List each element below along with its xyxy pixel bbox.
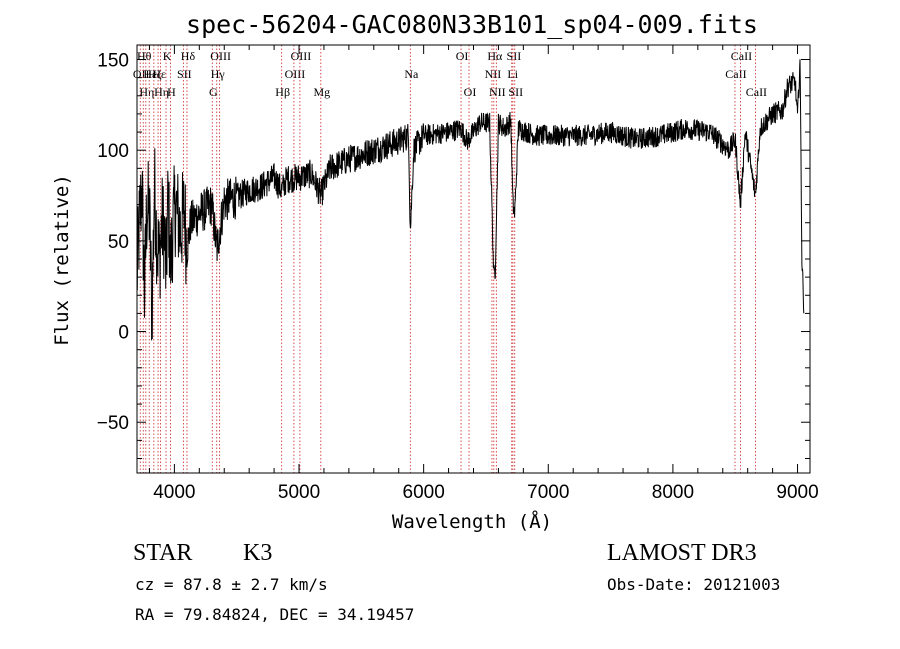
x-tick-label: 9000: [776, 482, 818, 503]
x-tick-label: 4000: [153, 482, 195, 503]
survey-name: LAMOST DR3: [607, 540, 757, 566]
y-tick-label: 100: [97, 141, 129, 162]
line-marker-label: Hε: [152, 67, 166, 81]
x-axis-label: Wavelength (Å): [392, 510, 552, 533]
coordinates-info: RA = 79.84824, DEC = 34.19457: [135, 605, 414, 624]
y-tick-label: −50: [97, 413, 129, 434]
line-marker-label: G: [209, 85, 218, 99]
line-marker-label: SII: [508, 85, 523, 99]
line-marker-label: Hδ: [181, 49, 196, 63]
line-marker-label: H: [167, 85, 176, 99]
line-marker-label: Mg: [313, 85, 330, 99]
spectrum-line: [136, 59, 805, 341]
emission-line-markers: OIIHθHηHεHζHεHηKHSIIHδGHγOIIIHβOIIIOIIIM…: [133, 45, 767, 473]
line-marker-label: OI: [456, 49, 469, 63]
line-marker-label: CaII: [725, 67, 746, 81]
line-marker-label: NII: [485, 67, 502, 81]
x-axis-ticks: 4000 5000 6000 7000 8000 9000: [148, 45, 819, 503]
x-tick-label: 7000: [527, 482, 569, 503]
line-marker-label: NII: [489, 85, 506, 99]
line-marker-label: Hη: [139, 85, 154, 99]
y-tick-label: 150: [97, 51, 129, 72]
line-marker-label: Hβ: [275, 85, 290, 99]
x-tick-label: 5000: [278, 482, 320, 503]
line-marker-label: CaII: [731, 49, 752, 63]
line-marker-label: CaII: [746, 85, 767, 99]
line-marker-label: Hη: [154, 85, 169, 99]
y-axis-ticks: −50 0 50 100 150: [97, 51, 810, 459]
line-marker-label: OIII: [285, 67, 306, 81]
redshift-info: cz = 87.8 ± 2.7 km/s: [135, 575, 328, 594]
chart-title: spec-56204-GAC080N33B101_sp04-009.fits: [186, 10, 758, 39]
line-marker-label: Hγ: [211, 67, 226, 81]
observation-date: Obs-Date: 20121003: [607, 575, 780, 594]
plot-frame: [136, 44, 811, 474]
object-class: STAR: [133, 540, 192, 566]
y-axis-label: Flux (relative): [51, 174, 73, 346]
line-marker-label: K: [163, 49, 172, 63]
line-marker-label: OIII: [210, 49, 231, 63]
object-subclass: K3: [243, 540, 272, 566]
line-marker-label: OI: [464, 85, 477, 99]
line-marker-label: SII: [177, 67, 192, 81]
x-tick-label: 8000: [652, 482, 694, 503]
line-marker-label: Na: [404, 67, 419, 81]
spectrum-line-group: [136, 59, 805, 341]
line-marker-label: Hα: [487, 49, 503, 63]
y-tick-label: 0: [118, 323, 129, 344]
y-tick-label: 50: [108, 232, 129, 253]
line-marker-label: OIII: [291, 49, 312, 63]
x-tick-label: 6000: [403, 482, 445, 503]
line-marker-label: SII: [507, 49, 522, 63]
